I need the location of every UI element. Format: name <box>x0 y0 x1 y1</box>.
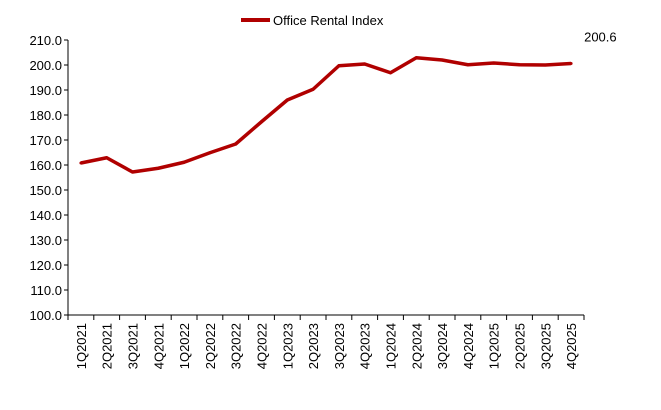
y-tick-label: 180.0 <box>29 108 62 123</box>
x-tick-label: 2Q2024 <box>409 323 424 369</box>
x-tick-label: 4Q2021 <box>151 323 166 369</box>
x-tick-label: 4Q2023 <box>358 323 373 369</box>
x-tick-label: 3Q2023 <box>332 323 347 369</box>
data-point <box>234 142 238 146</box>
x-tick-label: 3Q2022 <box>229 323 244 369</box>
x-tick-label: 3Q2021 <box>126 323 141 369</box>
y-tick-label: 150.0 <box>29 183 62 198</box>
x-tick-label: 1Q2022 <box>177 323 192 369</box>
y-tick-label: 190.0 <box>29 83 62 98</box>
x-tick-label: 1Q2024 <box>384 323 399 369</box>
x-tick-label: 4Q2024 <box>461 323 476 369</box>
y-tick-label: 170.0 <box>29 133 62 148</box>
data-point <box>492 61 496 65</box>
data-point <box>208 151 212 155</box>
x-tick-label: 2Q2025 <box>513 323 528 369</box>
data-point <box>131 170 134 174</box>
y-tick-label: 130.0 <box>29 233 62 248</box>
data-point <box>518 63 521 67</box>
data-point <box>260 120 263 124</box>
x-tick-label: 1Q2023 <box>280 323 295 369</box>
y-tick-label: 210.0 <box>29 33 62 48</box>
data-point <box>440 58 444 62</box>
data-point <box>466 63 470 67</box>
legend-label: Office Rental Index <box>273 13 384 28</box>
x-tick-label: 1Q2025 <box>487 323 502 369</box>
x-tick-label: 1Q2021 <box>74 323 89 369</box>
y-tick-label: 100.0 <box>29 308 62 323</box>
x-tick-label: 4Q2022 <box>255 323 270 369</box>
data-point <box>569 62 573 65</box>
series-line <box>80 56 572 174</box>
y-tick-label: 200.0 <box>29 58 62 73</box>
data-point <box>543 63 547 67</box>
data-point <box>182 160 186 164</box>
x-tick-label: 3Q2025 <box>538 323 553 369</box>
data-point <box>389 71 392 75</box>
y-tick-label: 160.0 <box>29 158 62 173</box>
x-tick-label: 2Q2023 <box>306 323 321 369</box>
data-point <box>285 98 289 102</box>
data-label-last: 200.6 <box>584 30 617 45</box>
data-point <box>105 156 109 160</box>
y-tick-label: 140.0 <box>29 208 62 223</box>
series-line-group <box>79 56 573 174</box>
data-point <box>363 62 367 66</box>
data-point <box>79 161 83 165</box>
y-tick-label: 110.0 <box>30 283 62 298</box>
x-tick-label: 2Q2022 <box>203 323 218 369</box>
x-tick-label: 3Q2024 <box>435 323 450 369</box>
axes: 100.0 110.0 120.0 130.0 140.0 150.0 160.0 170.0… <box>29 33 585 369</box>
data-point <box>414 56 418 60</box>
x-tick-label: 2Q2021 <box>100 323 115 369</box>
x-tick-label: 4Q2025 <box>564 323 579 369</box>
legend: Office Rental Index <box>241 13 384 28</box>
data-point <box>156 166 160 170</box>
data-point <box>337 64 341 68</box>
y-tick-label: 120.0 <box>29 258 62 273</box>
data-point <box>311 87 315 91</box>
